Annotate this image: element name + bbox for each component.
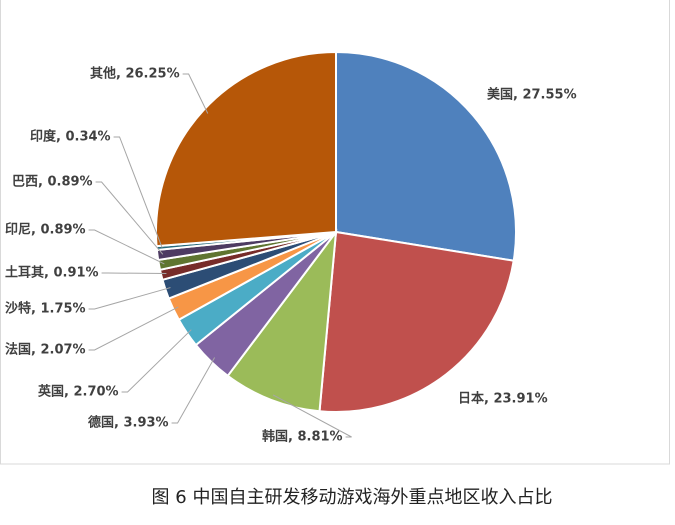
data-label: 日本, 23.91% xyxy=(458,391,548,407)
leader-line xyxy=(272,394,352,438)
caption: 图 6 中国自主研发移动游戏海外重点地区收入占比 xyxy=(152,487,553,508)
data-label: 英国, 2.70% xyxy=(37,384,119,400)
leader-line xyxy=(113,136,163,248)
leader-line xyxy=(88,306,179,351)
data-label: 德国, 3.93% xyxy=(88,415,169,431)
pie xyxy=(155,50,517,413)
data-label: 巴西, 0.89% xyxy=(12,175,93,190)
data-label: 印度, 0.34% xyxy=(30,129,111,145)
pie-slice xyxy=(155,50,337,248)
pie-slice xyxy=(226,228,338,413)
data-label: 印尼, 0.89% xyxy=(5,223,86,238)
data-label: 美国, 27.55% xyxy=(487,87,577,103)
data-label: 法国, 2.07% xyxy=(5,342,86,358)
pie-slice xyxy=(335,50,517,262)
leader-line xyxy=(182,73,209,114)
data-label: 韩国, 8.81% xyxy=(262,429,343,445)
leader-line xyxy=(88,229,165,265)
data-label: 沙特, 1.75% xyxy=(5,301,86,317)
leader-line xyxy=(121,329,192,393)
data-label: 土耳其, 0.91% xyxy=(5,265,99,281)
pie-slice xyxy=(318,230,515,413)
leader-line xyxy=(171,357,216,424)
leader-line xyxy=(88,287,171,310)
leader-line xyxy=(101,272,167,275)
leader-line xyxy=(95,181,164,255)
data-label: 其他, 26.25% xyxy=(90,66,180,82)
